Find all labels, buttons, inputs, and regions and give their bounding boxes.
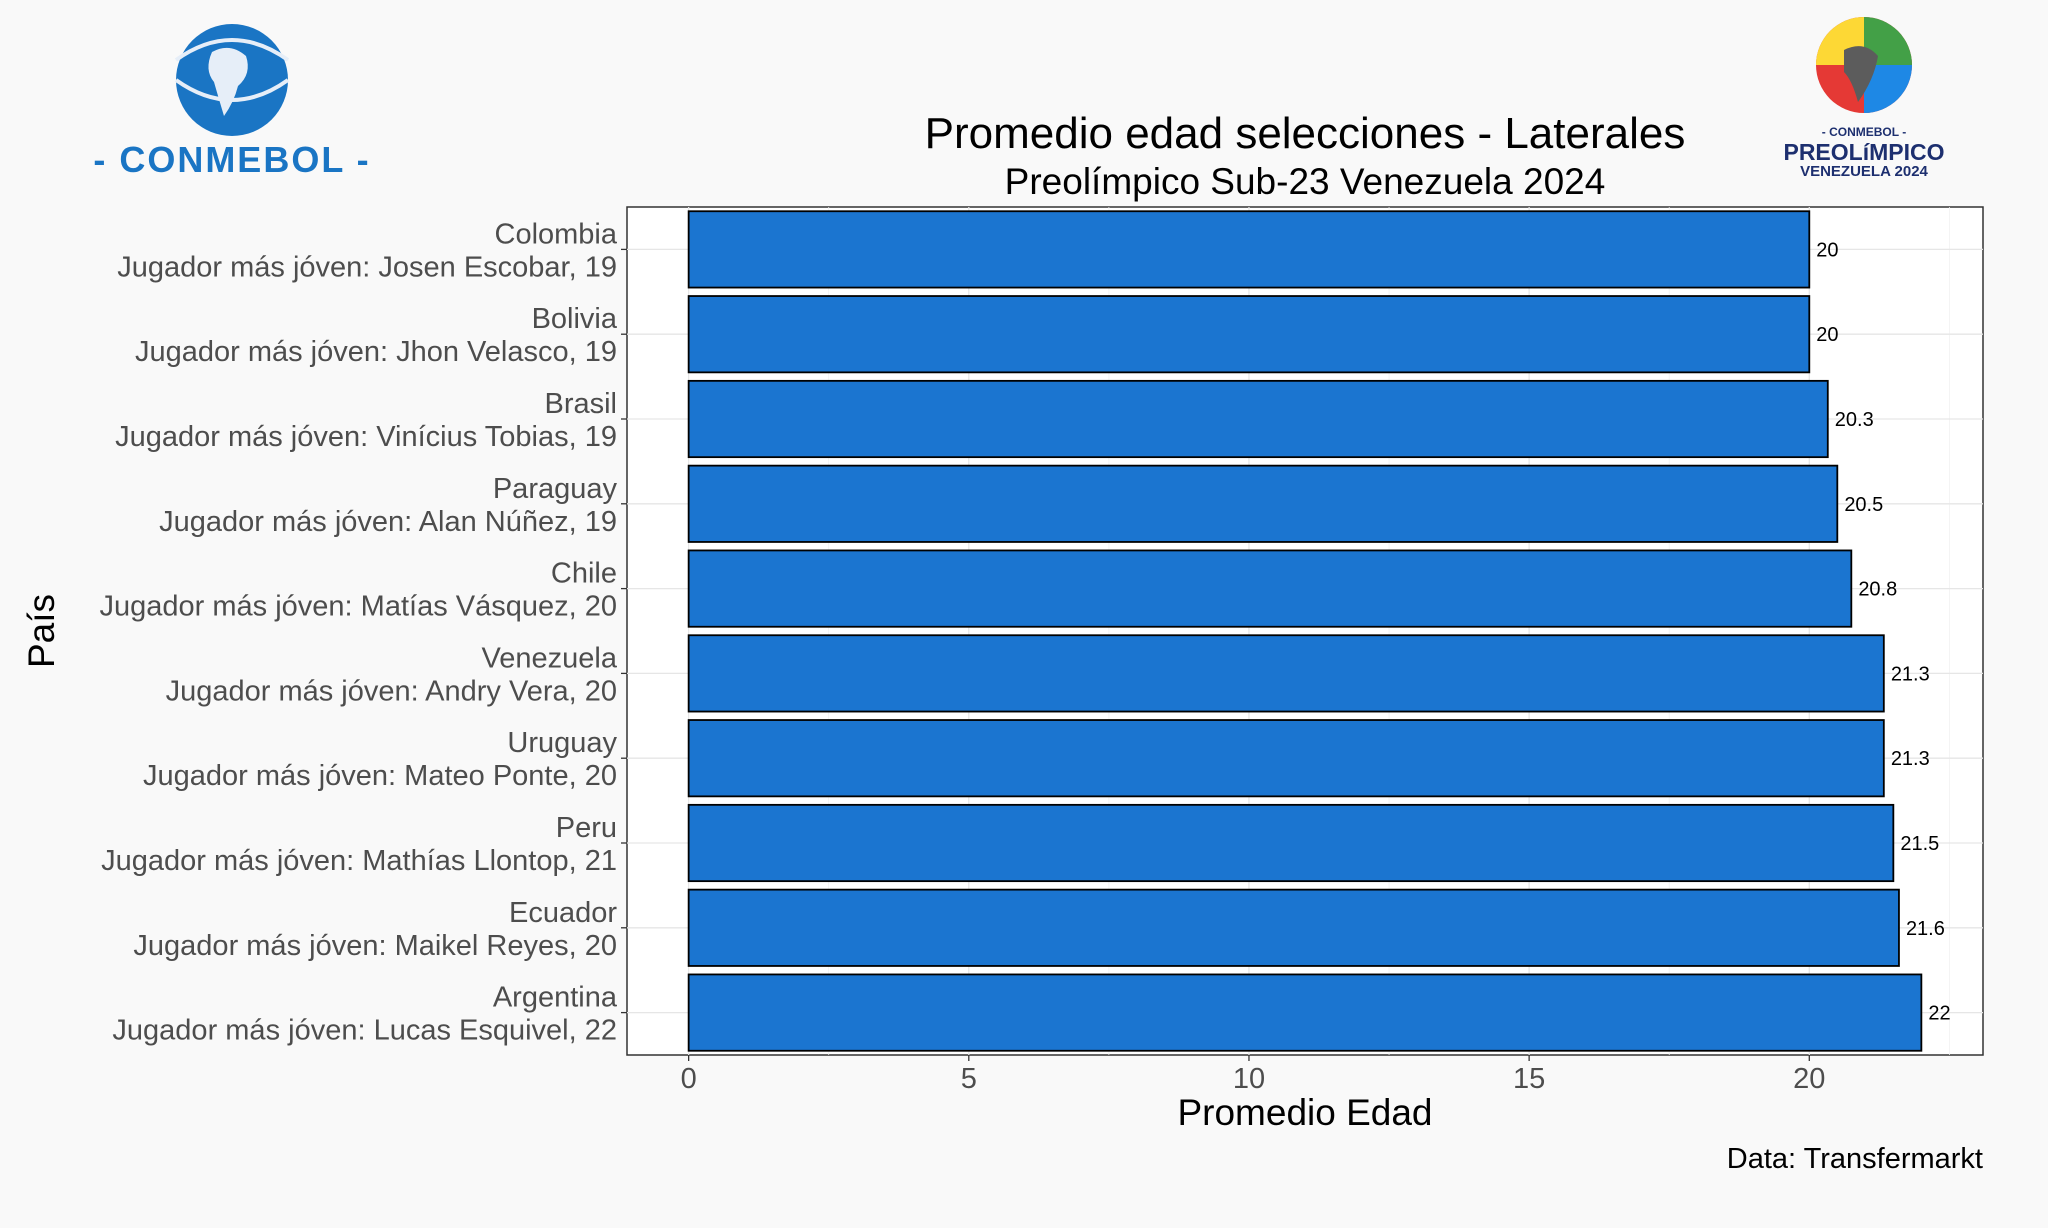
bar-uruguay (687, 719, 1885, 798)
bar-bolivia (687, 295, 1811, 374)
y-tick-label-country: Uruguay (507, 727, 617, 759)
x-tick-label: 10 (1233, 1063, 1265, 1095)
value-label-bolivia: 20 (1816, 324, 1838, 346)
y-tick-label-detail: Jugador más jóven: Maikel Reyes, 20 (133, 930, 617, 962)
value-label-chile: 20.8 (1858, 579, 1897, 601)
bar-colombia (687, 210, 1811, 289)
x-tick-label: 0 (681, 1063, 697, 1095)
y-tick-label-detail: Jugador más jóven: Matías Vásquez, 20 (100, 591, 617, 623)
bars-group (687, 210, 1923, 1052)
y-tick-label-country: Chile (551, 558, 617, 590)
y-tick-label-country: Peru (556, 812, 617, 844)
y-tick-label-detail: Jugador más jóven: Josen Escobar, 19 (117, 251, 617, 283)
preolimpico-logo-line1: - CONMEBOL - (1822, 125, 1906, 139)
y-tick-label-country: Argentina (493, 982, 618, 1014)
preolimpico-logo: - CONMEBOL - PREOLíMPICO VENEZUELA 2024 (1783, 17, 1945, 180)
y-tick-label-country: Brasil (544, 388, 617, 420)
conmebol-logo-text: - CONMEBOL - (93, 139, 370, 180)
south-america-shape (208, 47, 248, 117)
y-tick-label-country: Ecuador (509, 897, 617, 929)
y-axis-title: País (21, 594, 62, 668)
value-label-paraguay: 20.5 (1844, 494, 1883, 516)
y-tick-label-detail: Jugador más jóven: Mateo Ponte, 20 (143, 760, 617, 792)
x-axis-title: Promedio Edad (1177, 1092, 1432, 1133)
y-tick-label-country: Paraguay (493, 473, 618, 505)
bar-venezuela (687, 634, 1885, 713)
bar-ecuador (687, 888, 1900, 967)
y-tick-label-detail: Jugador más jóven: Alan Núñez, 19 (159, 506, 617, 538)
x-tick-labels-group: 0 5 10 15 20 (681, 1055, 1825, 1095)
value-label-argentina: 22 (1928, 1003, 1950, 1025)
preolimpico-logo-line2: PREOLíMPICO (1783, 139, 1944, 165)
value-label-brasil: 20.3 (1835, 409, 1874, 431)
y-tick-label-detail: Jugador más jóven: Lucas Esquivel, 22 (112, 1015, 617, 1047)
chart-title: Promedio edad selecciones - Laterales (925, 109, 1686, 158)
bar-peru (687, 803, 1895, 883)
value-label-venezuela: 21.3 (1891, 663, 1930, 685)
value-label-uruguay: 21.3 (1891, 748, 1930, 770)
bar-chile (687, 549, 1853, 628)
bar-argentina (687, 973, 1923, 1052)
y-tick-label-country: Colombia (495, 218, 618, 250)
value-labels-group: 20 20 20.3 20.5 20.8 21.3 21.3 21.5 21.6 22 (1816, 239, 1950, 1024)
bar-brasil (687, 379, 1829, 459)
y-tick-label-country: Venezuela (482, 642, 618, 674)
x-tick-label: 15 (1513, 1063, 1545, 1095)
preolimpico-logo-line3: VENEZUELA 2024 (1800, 163, 1928, 180)
y-tick-label-detail: Jugador más jóven: Mathías Llontop, 21 (101, 845, 617, 877)
x-tick-label: 5 (961, 1063, 977, 1095)
y-tick-label-detail: Jugador más jóven: Vinícius Tobias, 19 (115, 421, 617, 453)
bar-paraguay (687, 464, 1839, 543)
value-label-ecuador: 21.6 (1906, 918, 1945, 940)
y-tick-label-detail: Jugador más jóven: Andry Vera, 20 (166, 675, 617, 707)
conmebol-logo: - CONMEBOL - (93, 24, 370, 180)
y-tick-label-country: Bolivia (532, 303, 618, 335)
x-tick-label: 20 (1793, 1063, 1825, 1095)
value-label-peru: 21.5 (1900, 833, 1939, 855)
y-tick-label-detail: Jugador más jóven: Jhon Velasco, 19 (135, 336, 617, 368)
value-label-colombia: 20 (1816, 239, 1838, 261)
chart-subtitle: Preolímpico Sub-23 Venezuela 2024 (1005, 161, 1606, 202)
chart-caption: Data: Transfermarkt (1727, 1143, 1983, 1175)
